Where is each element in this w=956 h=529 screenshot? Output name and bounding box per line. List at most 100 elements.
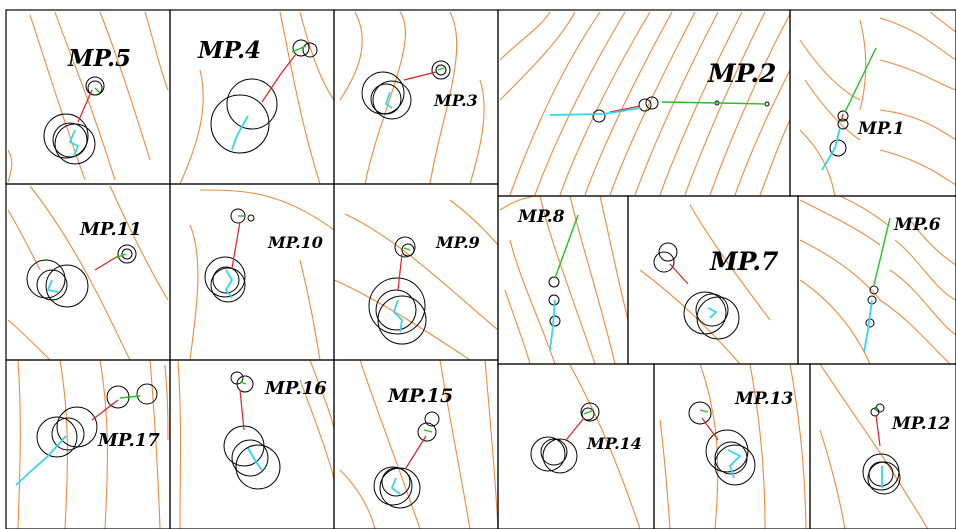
red-displacement-segment (403, 71, 437, 81)
contour-lines (339, 359, 499, 529)
panel-label: MP.3 (433, 91, 478, 110)
green-displacement-segment (119, 395, 141, 399)
red-displacement-segment (77, 89, 93, 123)
green-displacement-segment (873, 407, 879, 411)
cyan-displacement-segment (68, 129, 80, 157)
contour-lines (7, 11, 169, 183)
error-circles (653, 242, 740, 340)
green-displacement-segment (554, 214, 579, 279)
error-circles (26, 244, 137, 308)
red-displacement-segment (91, 399, 119, 421)
red-displacement-segment (609, 105, 641, 113)
red-displacement-segment (701, 417, 719, 441)
error-circles (862, 403, 901, 495)
cyan-displacement-segment (821, 127, 841, 171)
panel-label: MP.17 (97, 430, 160, 451)
panel-mp17: MP.17 (5, 359, 171, 529)
panel-label: MP.4 (197, 37, 261, 64)
panel-label: MP.5 (67, 45, 131, 72)
green-displacement-segment (437, 67, 445, 71)
panel-mp11: MP.11 (5, 183, 171, 361)
panel-label: MP.7 (709, 247, 779, 276)
green-displacement-segment (583, 409, 595, 415)
panel-mp15: MP.15 (333, 359, 499, 529)
contour-lines (339, 11, 485, 185)
cyan-displacement-segment (46, 279, 59, 293)
contour-lines (819, 363, 929, 529)
green-displacement-segment (403, 247, 411, 251)
cyan-displacement-segment (15, 435, 67, 486)
panel-mp4: MP.4 (169, 9, 335, 185)
red-displacement-segment (669, 263, 689, 285)
red-displacement-segment (565, 417, 585, 441)
cyan-displacement-segment (224, 269, 234, 299)
error-circles (43, 76, 105, 165)
contour-lines (499, 195, 629, 365)
cyan-displacement-segment (247, 447, 263, 471)
error-circles (373, 411, 440, 509)
red-displacement-segment (405, 435, 427, 469)
panel-mp1: MP.1 (789, 9, 956, 197)
panel-mp3: MP.3 (333, 9, 499, 185)
panel-label: MP.1 (857, 119, 905, 139)
error-circles (36, 383, 158, 458)
red-displacement-segment (94, 255, 119, 271)
panel-mp7: MP.7 (627, 195, 799, 365)
panel-label: MP.6 (893, 215, 941, 235)
green-displacement-segment (423, 429, 433, 433)
error-circles (368, 236, 427, 345)
panel-label: MP.2 (707, 59, 776, 88)
error-circles (688, 401, 756, 486)
panel-label: MP.16 (264, 378, 327, 399)
green-displacement-segment (94, 87, 101, 94)
contour-lines (799, 11, 956, 197)
panel-mp10: MP.10 (169, 183, 335, 361)
green-displacement-segment (239, 381, 247, 385)
contour-lines (189, 189, 335, 361)
cyan-displacement-segment (549, 107, 641, 116)
panel-mp16: MP.16 (169, 359, 335, 529)
panel-label: MP.13 (734, 389, 794, 409)
panel-mp8: MP.8 (497, 195, 629, 365)
cyan-displacement-segment (231, 115, 249, 151)
error-circles (530, 402, 600, 474)
cyan-displacement-segment (863, 299, 873, 353)
contour-lines (499, 11, 791, 196)
panel-mp13: MP.13 (653, 363, 811, 529)
cyan-displacement-segment (384, 91, 393, 109)
cyan-displacement-segment (390, 477, 401, 495)
error-circles (223, 371, 281, 490)
cyan-displacement-segment (549, 299, 556, 351)
panel-mp5: MP.5 (5, 9, 171, 185)
cyan-displacement-segment (392, 299, 403, 333)
red-displacement-segment (231, 221, 241, 269)
panel-mp6: MP.6 (797, 195, 956, 365)
panel-label: MP.8 (517, 207, 565, 227)
panel-label: MP.10 (267, 233, 323, 252)
panel-mp2: MP.2 (497, 9, 791, 197)
red-displacement-segment (239, 389, 245, 431)
red-displacement-segment (840, 113, 844, 123)
cyan-displacement-segment (727, 449, 742, 479)
panel-label: MP.12 (891, 414, 951, 434)
contour-lines (659, 363, 807, 529)
error-circles (361, 60, 451, 120)
panel-mp9: MP.9 (333, 183, 499, 361)
green-displacement-segment (114, 253, 127, 259)
green-displacement-segment (661, 101, 766, 105)
red-displacement-segment (397, 253, 403, 291)
contour-lines (799, 195, 956, 365)
red-displacement-segment (875, 414, 881, 447)
panel-label: MP.14 (586, 434, 642, 453)
panel-label: MP.15 (387, 385, 453, 407)
error-circles (210, 39, 318, 154)
error-circles (592, 96, 770, 123)
contour-lines (639, 204, 771, 365)
red-displacement-segment (261, 53, 297, 103)
panel-label: MP.11 (79, 219, 142, 240)
error-circles (204, 208, 255, 303)
panel-mp14: MP.14 (497, 363, 655, 529)
contour-lines (569, 364, 641, 529)
